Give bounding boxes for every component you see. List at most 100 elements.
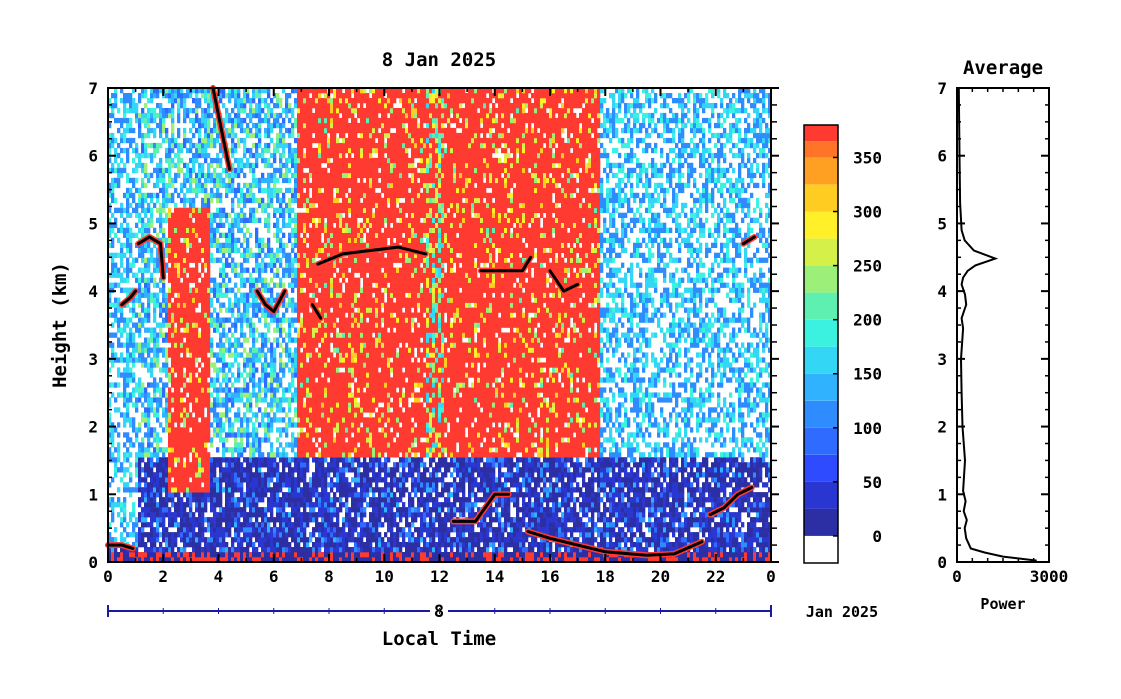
heatmap-cell bbox=[294, 232, 298, 238]
heatmap-cell bbox=[249, 332, 253, 338]
heatmap-cell bbox=[201, 422, 205, 428]
heatmap-cell bbox=[276, 117, 280, 124]
heatmap-cell bbox=[192, 122, 196, 129]
heatmap-cell bbox=[171, 317, 175, 323]
heatmap-cell bbox=[270, 427, 274, 433]
heatmap-cell bbox=[141, 167, 145, 174]
heatmap-cell bbox=[306, 307, 310, 313]
heatmap-cell bbox=[273, 357, 277, 363]
heatmap-cell bbox=[252, 337, 256, 343]
heatmap-cell bbox=[285, 552, 289, 558]
heatmap-cell bbox=[177, 457, 181, 463]
heatmap-cell bbox=[156, 282, 160, 288]
heatmap-cell bbox=[237, 417, 241, 423]
heatmap-cell bbox=[186, 417, 190, 423]
heatmap-cell bbox=[312, 357, 316, 363]
heatmap-cell bbox=[156, 522, 160, 528]
heatmap-cell bbox=[222, 377, 226, 383]
heatmap-cell bbox=[276, 437, 280, 443]
heatmap-cell bbox=[135, 467, 139, 473]
heatmap-cell bbox=[216, 432, 220, 438]
heatmap-cell bbox=[165, 187, 169, 194]
heatmap-cell bbox=[270, 367, 274, 373]
heatmap-cell bbox=[297, 507, 301, 513]
heatmap-cell bbox=[303, 332, 307, 338]
heatmap-cell bbox=[168, 522, 172, 528]
heatmap-cell bbox=[306, 382, 310, 388]
heatmap-cell bbox=[267, 93, 271, 99]
heatmap-cell bbox=[303, 212, 307, 218]
heatmap-cell bbox=[198, 377, 202, 383]
heatmap-cell bbox=[228, 182, 232, 189]
heatmap-cell bbox=[138, 527, 142, 533]
heatmap-cell bbox=[174, 397, 178, 403]
heatmap-cell bbox=[111, 347, 115, 353]
heatmap-cell bbox=[150, 362, 154, 368]
heatmap-cell bbox=[267, 242, 271, 248]
heatmap-cell bbox=[210, 377, 214, 383]
heatmap-cell bbox=[132, 302, 136, 308]
heatmap-cell bbox=[303, 227, 307, 233]
heatmap-cell bbox=[228, 477, 232, 483]
heatmap-cell bbox=[297, 367, 301, 373]
heatmap-cell bbox=[138, 157, 142, 164]
heatmap-cell bbox=[258, 277, 262, 283]
heatmap-cell bbox=[231, 127, 235, 134]
heatmap-cell bbox=[225, 108, 229, 114]
heatmap-cell bbox=[171, 337, 175, 343]
heatmap-cell bbox=[138, 162, 142, 169]
heatmap-cell bbox=[201, 462, 205, 468]
heatmap-cell bbox=[216, 257, 220, 263]
heatmap-cell bbox=[138, 462, 142, 468]
heatmap-cell bbox=[255, 397, 259, 403]
heatmap-cell bbox=[213, 517, 217, 523]
heatmap-cell bbox=[180, 537, 184, 543]
heatmap-cell bbox=[108, 132, 112, 139]
heatmap-cell bbox=[315, 557, 319, 563]
heatmap-cell bbox=[285, 167, 289, 174]
heatmap-cell bbox=[201, 477, 205, 483]
heatmap-cell bbox=[222, 262, 226, 268]
heatmap-cell bbox=[243, 347, 247, 353]
heatmap-cell bbox=[195, 537, 199, 543]
heatmap-cell bbox=[201, 147, 205, 154]
heatmap-cell bbox=[192, 522, 196, 528]
heatmap-cell bbox=[309, 277, 313, 283]
heatmap-cell bbox=[147, 277, 151, 283]
heatmap-cell bbox=[162, 122, 166, 129]
heatmap-cell bbox=[168, 492, 172, 498]
heatmap-cell bbox=[309, 172, 313, 179]
heatmap-cell bbox=[294, 157, 298, 164]
heatmap-cell bbox=[234, 147, 238, 154]
heatmap-cell bbox=[207, 547, 211, 553]
heatmap-cell bbox=[270, 422, 274, 428]
heatmap-cell bbox=[138, 357, 142, 363]
heatmap-cell bbox=[111, 537, 115, 543]
heatmap-cell bbox=[192, 492, 196, 498]
heatmap-cell bbox=[132, 262, 136, 268]
heatmap-cell bbox=[183, 437, 187, 443]
heatmap-cell bbox=[189, 297, 193, 303]
heatmap-cell bbox=[309, 103, 313, 109]
heatmap-cell bbox=[168, 147, 172, 154]
heatmap-cell bbox=[312, 88, 316, 94]
heatmap-cell bbox=[204, 557, 208, 563]
heatmap-cell bbox=[243, 117, 247, 124]
heatmap-cell bbox=[204, 282, 208, 288]
heatmap-cell bbox=[300, 152, 304, 159]
heatmap-cell bbox=[171, 547, 175, 553]
heatmap-cell bbox=[264, 487, 268, 493]
heatmap-cell bbox=[198, 162, 202, 169]
heatmap-cell bbox=[204, 422, 208, 428]
heatmap-cell bbox=[162, 112, 166, 119]
heatmap-cell bbox=[126, 272, 130, 278]
heatmap-cell bbox=[300, 93, 304, 99]
heatmap-cell bbox=[288, 222, 292, 228]
heatmap-cell bbox=[207, 392, 211, 398]
heatmap-cell bbox=[213, 387, 217, 393]
heatmap-cell bbox=[120, 147, 124, 154]
heatmap-cell bbox=[321, 297, 325, 303]
heatmap-cell bbox=[225, 402, 229, 408]
heatmap-cell bbox=[321, 452, 325, 458]
heatmap-cell bbox=[117, 552, 121, 558]
